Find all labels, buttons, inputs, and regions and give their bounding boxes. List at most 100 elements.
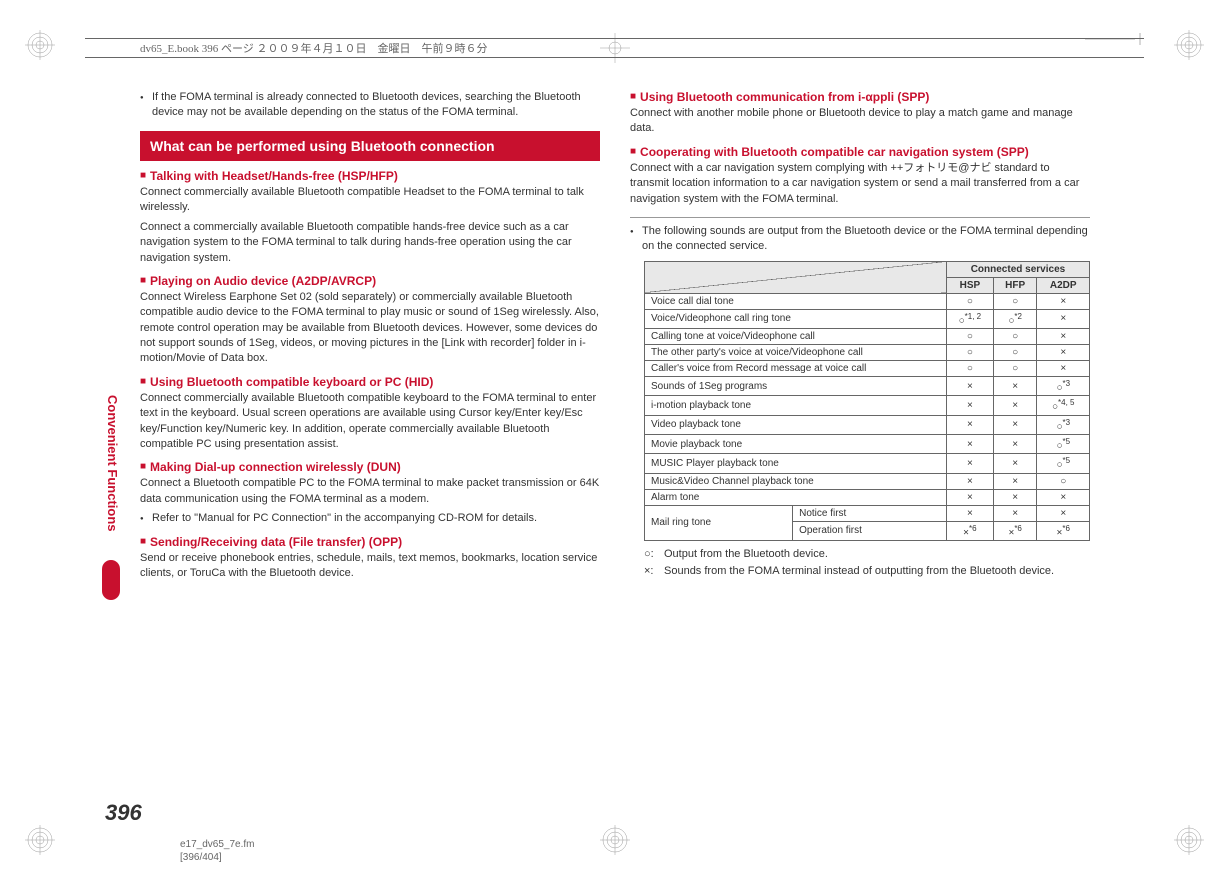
footer-line1: e17_dv65_7e.fm — [180, 838, 255, 851]
table-cell: ○ — [946, 329, 993, 345]
table-cell: ○*5 — [1037, 454, 1090, 473]
table-cell: ×*6 — [1037, 521, 1090, 540]
crop-target-bl — [25, 825, 55, 855]
body-text: Connect a Bluetooth compatible PC to the… — [140, 476, 600, 507]
table-cell: × — [993, 435, 1037, 454]
table-cell: × — [1037, 489, 1090, 505]
intro-bullet: If the FOMA terminal is already connecte… — [140, 90, 600, 121]
table-intro-text: The following sounds are output from the… — [642, 224, 1090, 255]
table-cell: × — [993, 377, 1037, 396]
services-table: Connected services HSP HFP A2DP Voice ca… — [644, 261, 1090, 541]
sub-heading-dun: Making Dial-up connection wirelessly (DU… — [140, 460, 600, 474]
table-row: Sounds of 1Seg programs××○*3 — [645, 377, 1090, 396]
table-corner — [645, 261, 947, 293]
table-cell: × — [946, 489, 993, 505]
row-label: Movie playback tone — [645, 435, 947, 454]
crop-mark-tr-lines — [1085, 33, 1145, 45]
table-cell: ○*4, 5 — [1037, 396, 1090, 415]
table-cell: ○ — [946, 361, 993, 377]
intro-text: If the FOMA terminal is already connecte… — [152, 90, 600, 121]
sub-heading-hsp: Talking with Headset/Hands-free (HSP/HFP… — [140, 169, 600, 183]
col-hsp: HSP — [946, 277, 993, 293]
row-group-label: Mail ring tone — [645, 505, 793, 540]
table-cell: ○ — [993, 361, 1037, 377]
table-cell: × — [946, 435, 993, 454]
table-row: Voice/Videophone call ring tone○*1, 2○*2… — [645, 309, 1090, 328]
table-row: Mail ring toneNotice first××× — [645, 505, 1090, 521]
table-cell: × — [1037, 293, 1090, 309]
table-cell: × — [993, 454, 1037, 473]
body-text: Connect a commercially available Bluetoo… — [140, 220, 600, 266]
crop-target-bc — [600, 825, 630, 855]
table-cell: × — [946, 396, 993, 415]
table-cell: × — [1037, 505, 1090, 521]
table-row: i-motion playback tone××○*4, 5 — [645, 396, 1090, 415]
table-cell: ○ — [993, 345, 1037, 361]
sub-heading-a2dp: Playing on Audio device (A2DP/AVRCP) — [140, 274, 600, 288]
page-number: 396 — [105, 800, 142, 826]
table-row: The other party's voice at voice/Videoph… — [645, 345, 1090, 361]
row-label: Voice call dial tone — [645, 293, 947, 309]
table-cell: × — [1037, 309, 1090, 328]
col-a2dp: A2DP — [1037, 277, 1090, 293]
table-header-group: Connected services — [946, 261, 1089, 277]
table-cell: ○ — [993, 329, 1037, 345]
row-sublabel: Notice first — [793, 505, 947, 521]
sub-heading-opp: Sending/Receiving data (File transfer) (… — [140, 535, 600, 549]
page-content: If the FOMA terminal is already connecte… — [140, 90, 1090, 585]
table-cell: ○*1, 2 — [946, 309, 993, 328]
crop-target-tr — [1174, 30, 1204, 60]
row-label: i-motion playback tone — [645, 396, 947, 415]
crop-target-tl — [25, 30, 55, 60]
table-row: Caller's voice from Record message at vo… — [645, 361, 1090, 377]
table-cell: ×*6 — [946, 521, 993, 540]
sub-heading-spp1: Using Bluetooth communication from i-αpp… — [630, 90, 1090, 104]
table-cell: × — [993, 415, 1037, 434]
table-cell: ○ — [946, 293, 993, 309]
row-label: Alarm tone — [645, 489, 947, 505]
circle-icon: ○: — [644, 547, 664, 562]
table-cell: × — [946, 454, 993, 473]
footer-line2: [396/404] — [180, 851, 255, 864]
row-label: Video playback tone — [645, 415, 947, 434]
table-cell: × — [946, 377, 993, 396]
table-intro-bullet: The following sounds are output from the… — [630, 224, 1090, 255]
cross-icon: ×: — [644, 564, 664, 579]
col-hfp: HFP — [993, 277, 1037, 293]
sidebar-section-label: Convenient Functions — [105, 395, 120, 532]
table-cell: ○*5 — [1037, 435, 1090, 454]
row-label: The other party's voice at voice/Videoph… — [645, 345, 947, 361]
sub-heading-spp2: Cooperating with Bluetooth compatible ca… — [630, 145, 1090, 159]
table-row: Alarm tone××× — [645, 489, 1090, 505]
table-row: Movie playback tone××○*5 — [645, 435, 1090, 454]
crop-target-br — [1174, 825, 1204, 855]
table-row: Music&Video Channel playback tone××○ — [645, 473, 1090, 489]
table-row: Calling tone at voice/Videophone call○○× — [645, 329, 1090, 345]
table-cell: × — [1037, 329, 1090, 345]
table-cell: ○ — [1037, 473, 1090, 489]
row-sublabel: Operation first — [793, 521, 947, 540]
table-row: Video playback tone××○*3 — [645, 415, 1090, 434]
body-text: Connect Wireless Earphone Set 02 (sold s… — [140, 290, 600, 367]
left-column: If the FOMA terminal is already connecte… — [140, 90, 600, 585]
body-text: Connect commercially available Bluetooth… — [140, 185, 600, 216]
sub-heading-hid: Using Bluetooth compatible keyboard or P… — [140, 375, 600, 389]
row-label: Caller's voice from Record message at vo… — [645, 361, 947, 377]
table-cell: × — [946, 473, 993, 489]
table-cell: ○*3 — [1037, 377, 1090, 396]
row-label: Calling tone at voice/Videophone call — [645, 329, 947, 345]
table-cell: × — [993, 505, 1037, 521]
row-label: Sounds of 1Seg programs — [645, 377, 947, 396]
sidebar-pill — [102, 560, 120, 600]
dun-bullet-text: Refer to "Manual for PC Connection" in t… — [152, 511, 537, 526]
body-text: Connect with another mobile phone or Blu… — [630, 106, 1090, 137]
body-text: Connect with a car navigation system com… — [630, 161, 1090, 207]
table-cell: ○*3 — [1037, 415, 1090, 434]
table-cell: ○*2 — [993, 309, 1037, 328]
divider — [630, 217, 1090, 218]
legend-circle: ○: Output from the Bluetooth device. — [644, 547, 1090, 562]
table-legend: ○: Output from the Bluetooth device. ×: … — [644, 547, 1090, 580]
table-cell: × — [993, 473, 1037, 489]
table-cell: × — [1037, 345, 1090, 361]
dun-bullet: Refer to "Manual for PC Connection" in t… — [140, 511, 600, 526]
